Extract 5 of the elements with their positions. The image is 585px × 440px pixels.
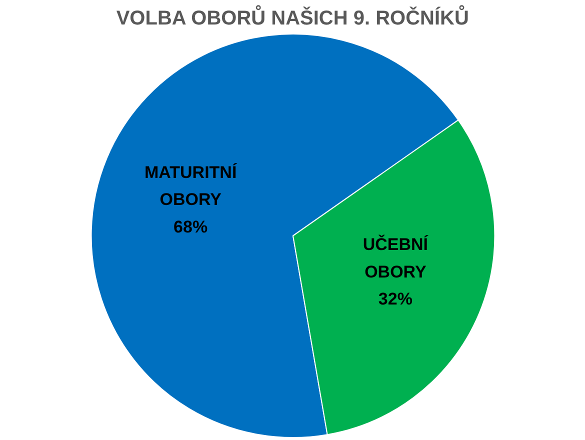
data-label: 68% <box>174 218 208 237</box>
chart-title: VOLBA OBORŮ NAŠICH 9. ROČNÍKŮ <box>116 4 469 30</box>
data-label: 32% <box>378 290 412 309</box>
slice-label: UČEBNÍ OBORY <box>362 234 430 282</box>
slice-label: MATURITNÍ OBORY <box>144 162 238 210</box>
